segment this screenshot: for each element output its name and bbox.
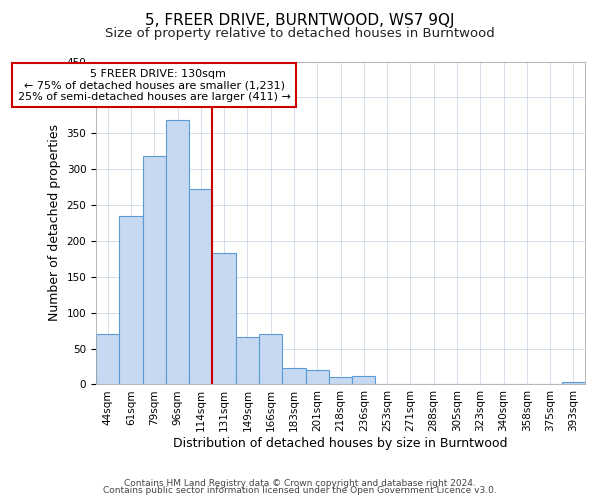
Text: 5 FREER DRIVE: 130sqm
← 75% of detached houses are smaller (1,231)
25% of semi-d: 5 FREER DRIVE: 130sqm ← 75% of detached … xyxy=(18,68,291,102)
Bar xyxy=(352,376,376,384)
Y-axis label: Number of detached properties: Number of detached properties xyxy=(48,124,61,322)
Text: Contains public sector information licensed under the Open Government Licence v3: Contains public sector information licen… xyxy=(103,486,497,495)
Bar xyxy=(143,156,166,384)
Bar xyxy=(166,120,189,384)
Bar xyxy=(189,189,212,384)
Text: 5, FREER DRIVE, BURNTWOOD, WS7 9QJ: 5, FREER DRIVE, BURNTWOOD, WS7 9QJ xyxy=(145,12,455,28)
Bar xyxy=(259,334,283,384)
Bar xyxy=(283,368,305,384)
Text: Contains HM Land Registry data © Crown copyright and database right 2024.: Contains HM Land Registry data © Crown c… xyxy=(124,478,476,488)
Bar xyxy=(329,378,352,384)
X-axis label: Distribution of detached houses by size in Burntwood: Distribution of detached houses by size … xyxy=(173,437,508,450)
Bar xyxy=(305,370,329,384)
Bar xyxy=(212,253,236,384)
Text: Size of property relative to detached houses in Burntwood: Size of property relative to detached ho… xyxy=(105,28,495,40)
Bar xyxy=(236,337,259,384)
Bar xyxy=(562,382,585,384)
Bar xyxy=(119,216,143,384)
Bar xyxy=(96,334,119,384)
